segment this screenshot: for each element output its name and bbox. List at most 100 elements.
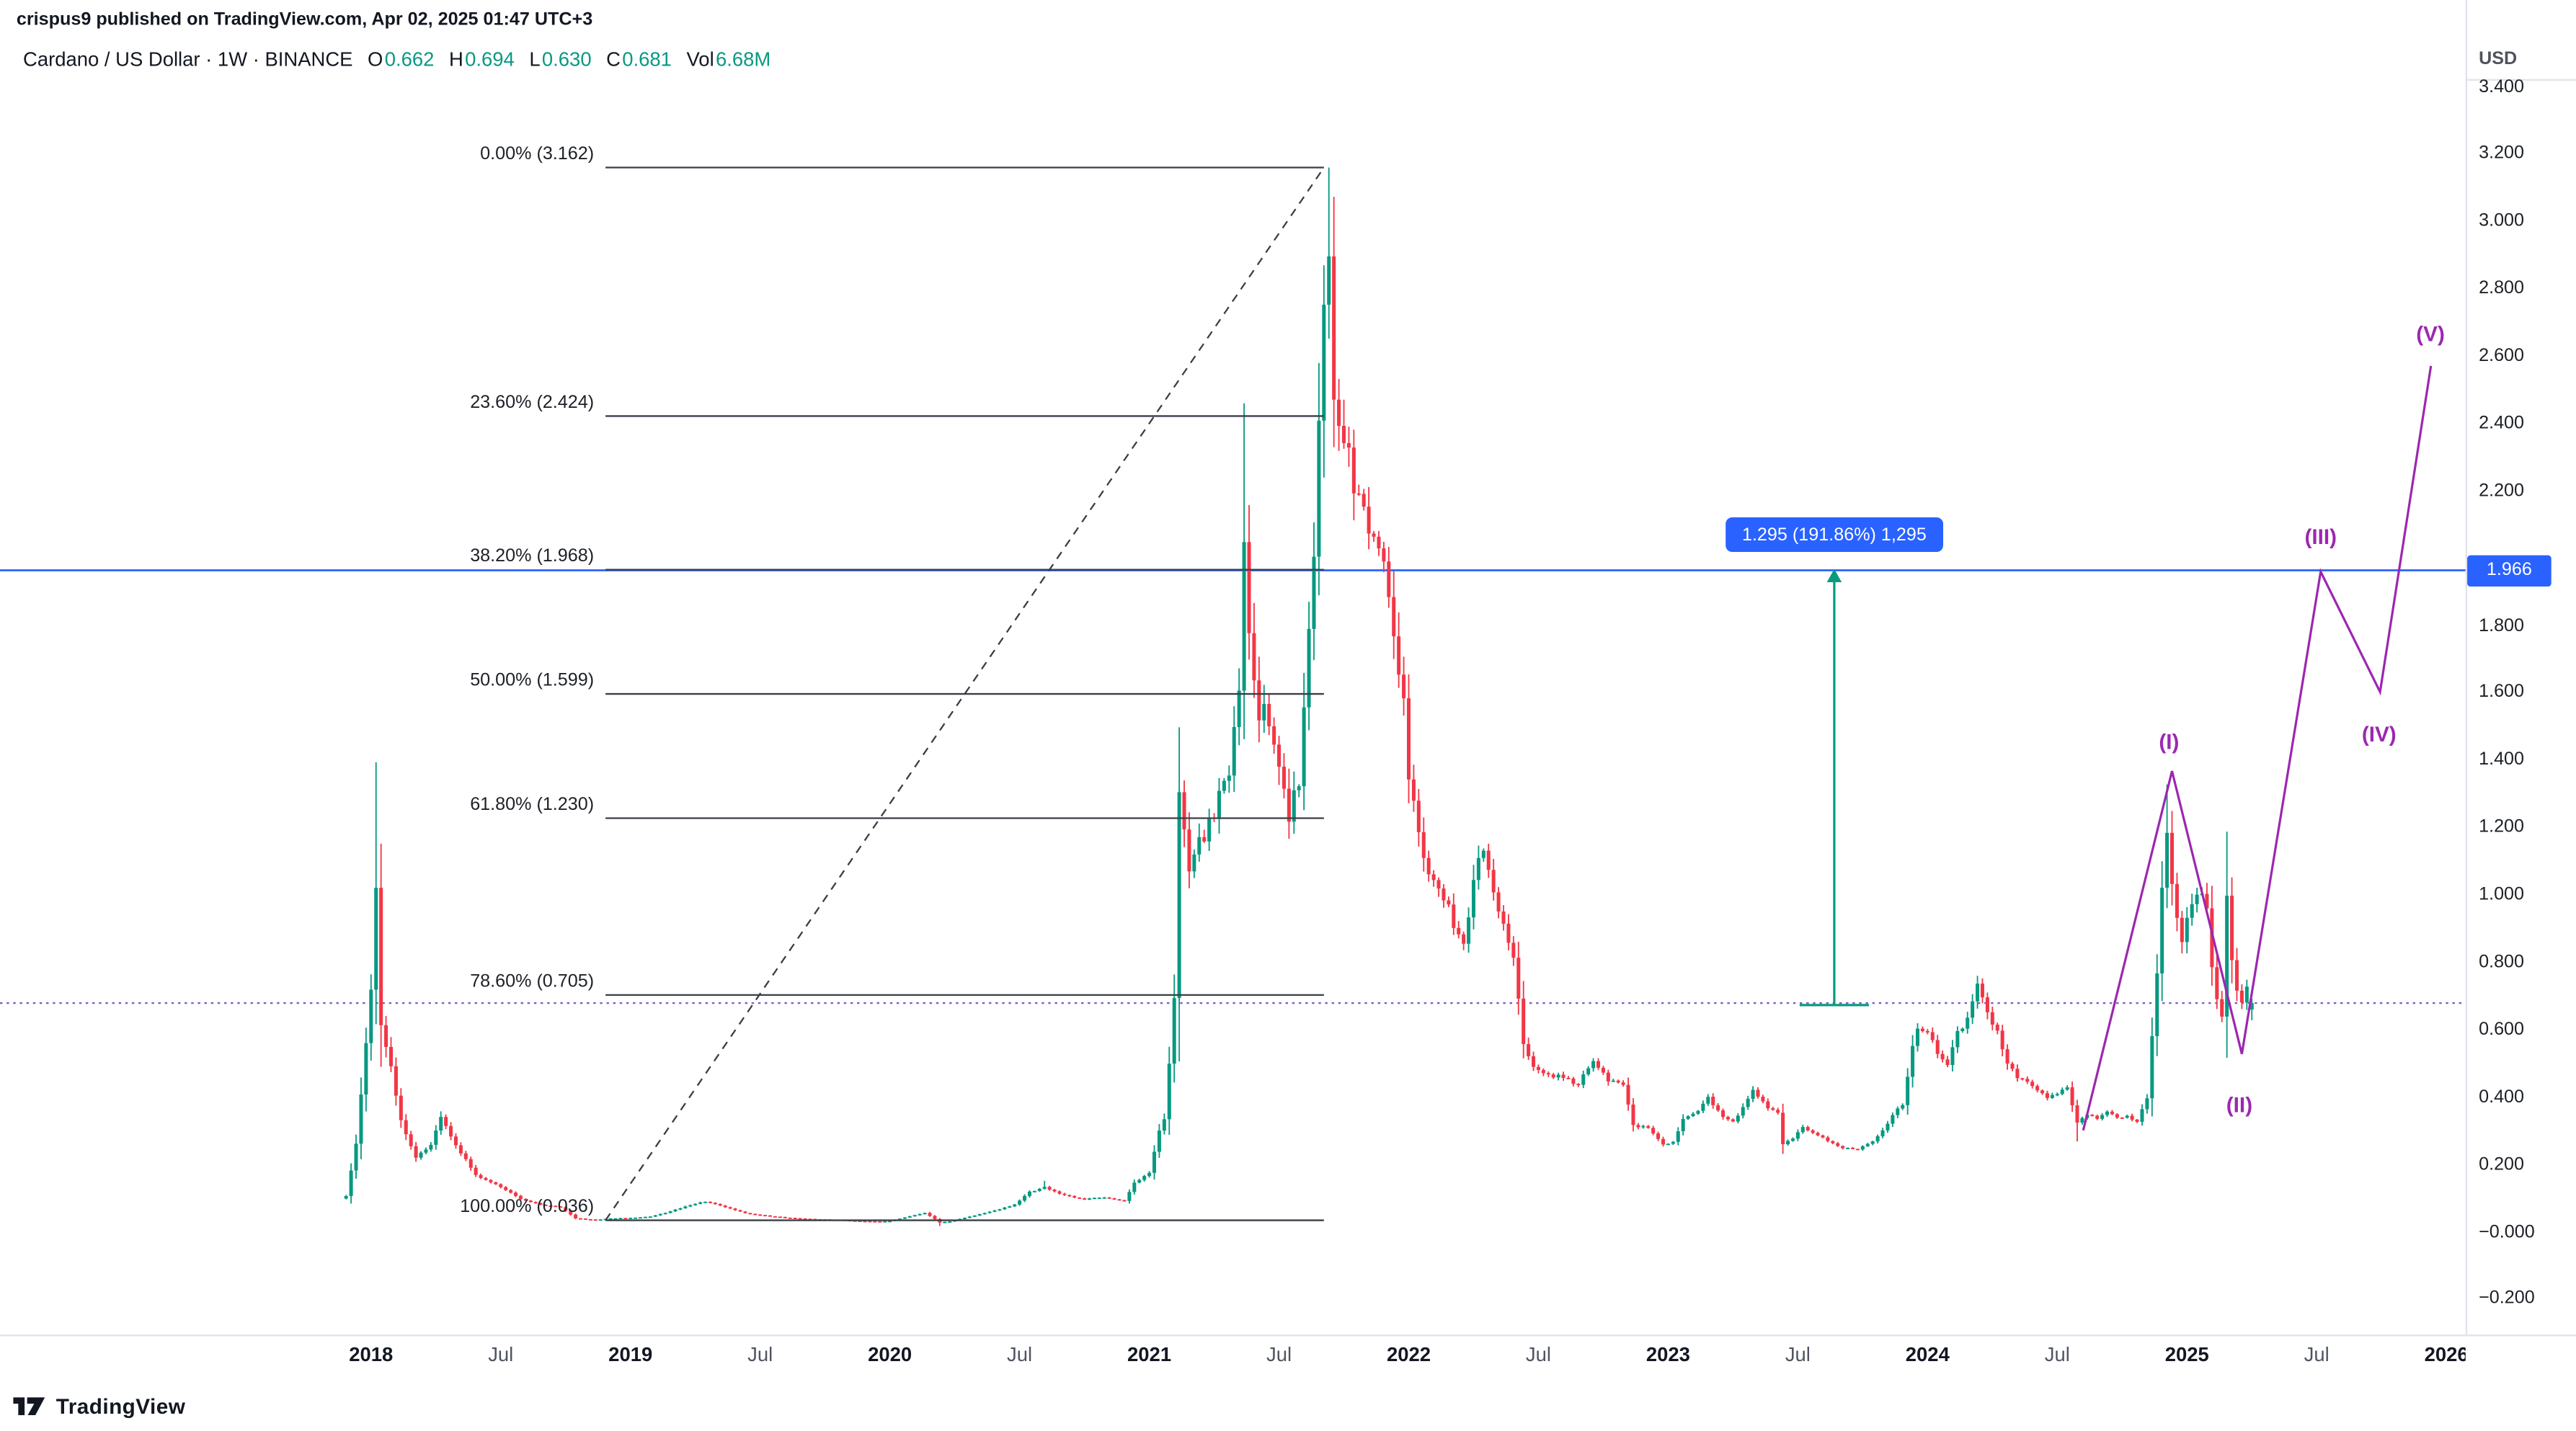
candle-body [1252,633,1256,681]
candle-body [2035,1086,2040,1091]
candle-body [2225,896,2229,1017]
candle-body [1207,817,1212,842]
candle-body [1172,998,1176,1064]
candle-body [1561,1074,1565,1078]
candle-body [1821,1135,1825,1138]
candle-body [2145,1098,2149,1110]
fib-level-label: 0.00% (3.162) [480,143,594,164]
candle-body [928,1213,932,1216]
candle-body [1906,1076,1910,1105]
candle-body [1532,1056,1536,1067]
candle-body [1062,1193,1067,1195]
candlestick-series[interactable] [344,167,2254,1226]
fib-level-label: 38.20% (1.968) [470,545,594,566]
candle-body [1746,1098,1750,1107]
elliott-wave-line[interactable] [2082,365,2433,1131]
candle-body [1596,1061,1601,1068]
candle-body [574,1214,578,1218]
candle-body [1167,1064,1171,1120]
symbol-title[interactable]: Cardano / US Dollar · 1W · BINANCE [23,48,353,71]
candle-body [982,1213,987,1215]
candle-body [2190,904,2194,918]
candle-body [354,1144,358,1171]
candle-body [1452,904,1456,928]
candle-body [359,1095,363,1144]
candle-body [2135,1119,2139,1122]
candle-body [2040,1090,2045,1094]
candle-body [474,1167,478,1175]
candle-body [967,1216,972,1218]
elliott-wave-label[interactable]: (V) [2416,322,2445,346]
candle-body [1411,779,1416,801]
candle-body [639,1217,643,1219]
candle-body [1008,1206,1012,1208]
candle-body [344,1195,348,1199]
candle-body [1616,1080,1620,1083]
candle-body [868,1221,872,1223]
candle-body [2045,1093,2049,1098]
ohlc-open-value: 0.662 [384,48,435,71]
candle-body [1591,1061,1596,1069]
fib-level-label: 23.60% (2.424) [470,392,594,412]
chart-legend[interactable]: Cardano / US Dollar · 1W · BINANCE O 0.66… [23,48,770,71]
candle-body [1327,256,1331,305]
candle-body [528,1200,533,1203]
candle-body [1486,850,1491,870]
price-range-label[interactable]: 1.295 (191.86%) 1,295 [1726,517,1943,553]
candle-body [1356,493,1361,495]
elliott-wave-label[interactable]: (III) [2304,525,2337,549]
candle-body [1431,874,1436,881]
candle-body [1162,1119,1166,1131]
fib-trendline[interactable] [605,166,1325,1221]
elliott-wave-label[interactable]: (II) [2226,1093,2252,1117]
time-axis[interactable]: 2018 Jul 2019 Jul 2020 Jul 2021 Jul 2022 Jul 2023 J… [0,1341,2466,1370]
candle-body [489,1180,493,1182]
tradingview-branding[interactable]: TradingView [13,1392,185,1420]
candle-body [1701,1103,1705,1111]
candle-body [2230,896,2234,960]
candle-body [1247,542,1251,633]
candle-body [629,1218,633,1219]
candle-body [2155,973,2159,1037]
candle-body [1182,792,1186,830]
candle-body [1362,494,1366,507]
candle-body [1930,1032,1935,1040]
candle-body [858,1221,862,1222]
candle-body [713,1203,717,1205]
measure-arrowhead-icon [1826,569,1842,582]
tradingview-wordmark: TradingView [55,1394,186,1419]
volume-value: 6.68M [715,48,771,71]
candle-body [1351,447,1356,494]
candle-body [693,1203,698,1205]
candle-body [1346,442,1351,448]
candle-body [1522,998,1526,1045]
price-axis-currency[interactable]: USD [2479,49,2518,70]
candle-body [2175,883,2179,918]
candle-body [1018,1200,1022,1205]
elliott-wave-label[interactable]: (IV) [2362,723,2397,746]
candle-body [1042,1187,1047,1189]
publish-attribution: crispus9 published on TradingView.com, A… [16,9,593,30]
candle-body [634,1217,638,1219]
candle-body [1935,1040,1940,1054]
candle-body [1536,1066,1540,1070]
candle-body [783,1216,787,1218]
candle-body [2050,1095,2054,1098]
candle-body [1237,690,1241,728]
candle-body [1781,1113,1785,1145]
candle-body [1741,1107,1745,1116]
time-axis-tick: Jul [1007,1342,1033,1366]
candle-body [564,1207,568,1211]
candle-body [663,1213,667,1215]
candle-body [1527,1044,1531,1056]
candle-body [1955,1030,1960,1048]
candle-body [1307,628,1311,708]
candle-body [2239,990,2244,1003]
candle-body [1232,727,1236,776]
candle-body [2080,1118,2084,1123]
candle-body [808,1218,812,1221]
elliott-wave-label[interactable]: (I) [2159,730,2179,754]
candle-body [434,1130,438,1145]
candle-body [1586,1068,1591,1075]
